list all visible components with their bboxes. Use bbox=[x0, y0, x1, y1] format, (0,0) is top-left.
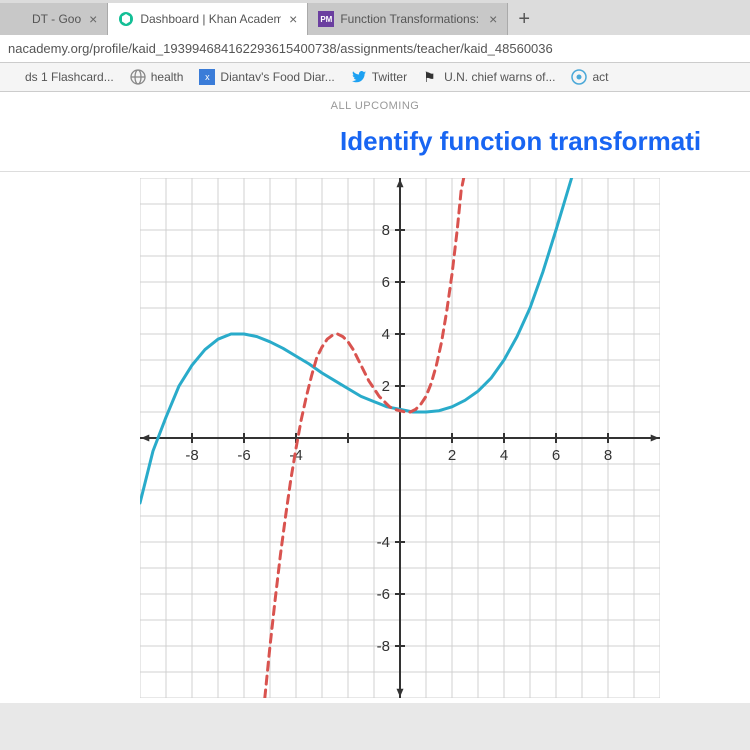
bookmark-3[interactable]: Twitter bbox=[351, 69, 407, 85]
globe-icon bbox=[130, 69, 146, 85]
svg-text:4: 4 bbox=[500, 447, 508, 464]
svg-text:-4: -4 bbox=[377, 534, 390, 551]
tab-1-title: Dashboard | Khan Academy bbox=[140, 12, 281, 26]
bookmark-0-icon bbox=[4, 69, 20, 85]
svg-text:-6: -6 bbox=[237, 447, 250, 464]
svg-text:2: 2 bbox=[382, 378, 390, 395]
svg-text:2: 2 bbox=[448, 447, 456, 464]
tab-0-favicon bbox=[10, 11, 26, 27]
tab-2-close-icon[interactable]: × bbox=[489, 11, 497, 27]
browser-tabs-bar: DT - Goo × Dashboard | Khan Academy × PM… bbox=[0, 0, 750, 35]
tab-1-close-icon[interactable]: × bbox=[289, 11, 297, 27]
bookmarks-bar: ds 1 Flashcard... health x Diantav's Foo… bbox=[0, 63, 750, 92]
bookmark-5-label: act bbox=[592, 70, 608, 84]
bookmark-1[interactable]: health bbox=[130, 69, 184, 85]
bookmark-4-label: U.N. chief warns of... bbox=[444, 70, 555, 84]
bookmark-1-label: health bbox=[151, 70, 184, 84]
function-graph: -8-6-424688642-4-6-8 bbox=[140, 178, 660, 703]
svg-text:-6: -6 bbox=[377, 586, 390, 603]
svg-text:6: 6 bbox=[552, 447, 560, 464]
bookmark-4-icon: ⚑ bbox=[423, 69, 439, 85]
tab-1-favicon bbox=[118, 11, 134, 27]
svg-text:-8: -8 bbox=[377, 638, 390, 655]
svg-text:8: 8 bbox=[382, 222, 390, 239]
bookmark-0[interactable]: ds 1 Flashcard... bbox=[4, 69, 114, 85]
new-tab-button[interactable]: + bbox=[508, 4, 540, 35]
page-title: Identify function transformati bbox=[0, 114, 750, 171]
svg-text:-8: -8 bbox=[185, 447, 198, 464]
tab-0[interactable]: DT - Goo × bbox=[0, 3, 108, 35]
twitter-icon bbox=[351, 69, 367, 85]
svg-text:8: 8 bbox=[604, 447, 612, 464]
bookmark-0-label: ds 1 Flashcard... bbox=[25, 70, 114, 84]
bookmark-4[interactable]: ⚑ U.N. chief warns of... bbox=[423, 69, 555, 85]
bookmark-5-icon bbox=[571, 69, 587, 85]
url-bar[interactable]: nacademy.org/profile/kaid_19399468416229… bbox=[0, 35, 750, 63]
tab-2-title: Function Transformations: Refle bbox=[340, 12, 481, 26]
graph-container: -8-6-424688642-4-6-8 bbox=[0, 171, 750, 703]
upcoming-label: ALL UPCOMING bbox=[0, 92, 750, 114]
svg-text:4: 4 bbox=[382, 326, 390, 343]
tab-0-close-icon[interactable]: × bbox=[89, 11, 97, 27]
svg-text:6: 6 bbox=[382, 274, 390, 291]
tab-2-favicon: PM bbox=[318, 11, 334, 27]
bookmark-5[interactable]: act bbox=[571, 69, 608, 85]
tab-0-title: DT - Goo bbox=[32, 12, 81, 26]
bookmark-2-icon: x bbox=[199, 69, 215, 85]
bookmark-3-label: Twitter bbox=[372, 70, 407, 84]
bookmark-2-label: Diantav's Food Diar... bbox=[220, 70, 334, 84]
tab-1[interactable]: Dashboard | Khan Academy × bbox=[108, 3, 308, 35]
page-content: ALL UPCOMING Identify function transform… bbox=[0, 92, 750, 703]
bookmark-2[interactable]: x Diantav's Food Diar... bbox=[199, 69, 334, 85]
tab-2[interactable]: PM Function Transformations: Refle × bbox=[308, 3, 508, 35]
